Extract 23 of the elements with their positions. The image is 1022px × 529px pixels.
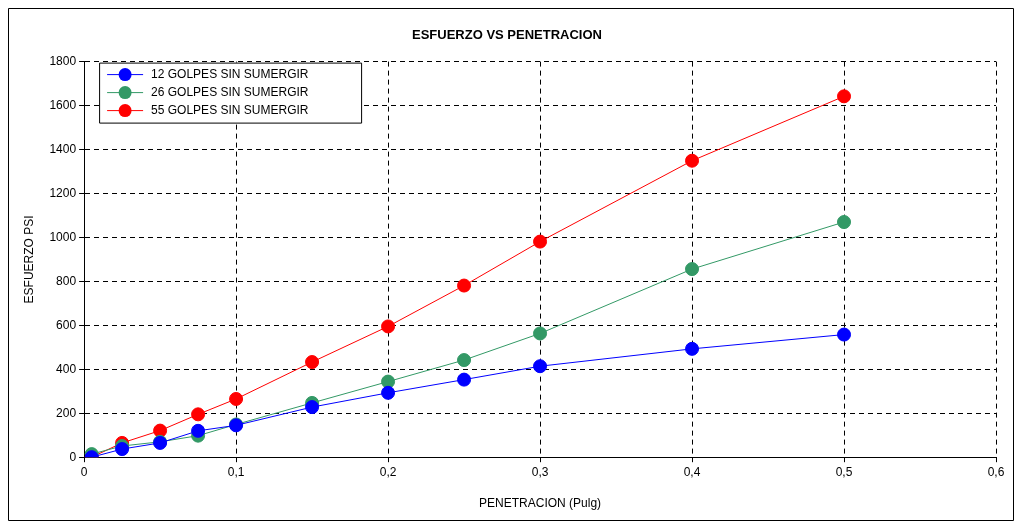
y-tick-label: 800 xyxy=(56,273,77,288)
y-tick-label: 200 xyxy=(56,405,77,420)
y-tick-label: 600 xyxy=(56,317,77,332)
y-tick-label: 1400 xyxy=(49,141,77,156)
x-tick-label: 0,4 xyxy=(683,464,701,479)
y-tick-label: 1000 xyxy=(49,229,77,244)
x-axis-title: PENETRACION (Pulg) xyxy=(479,496,602,511)
y-tick-label: 1200 xyxy=(49,185,77,200)
chart-title: ESFUERZO VS PENETRACION xyxy=(412,27,602,43)
x-tick-label: 0,1 xyxy=(227,464,245,479)
y-tick-label: 1600 xyxy=(49,97,77,112)
x-tick-label: 0,6 xyxy=(987,464,1005,479)
y-tick-label: 400 xyxy=(56,361,77,376)
legend-label: 26 GOLPES SIN SUMERGIR xyxy=(151,84,309,99)
y-tick-label: 1800 xyxy=(49,53,77,68)
x-tick-label: 0,2 xyxy=(379,464,397,479)
legend-label: 12 GOLPES SIN SUMERGIR xyxy=(151,66,309,81)
y-axis-title: ESFUERZO PSI xyxy=(21,215,36,304)
y-tick-label: 0 xyxy=(69,449,77,464)
legend-label: 55 GOLPES SIN SUMERGIR xyxy=(151,102,309,117)
x-tick-label: 0 xyxy=(80,464,88,479)
x-tick-label: 0,5 xyxy=(835,464,853,479)
x-tick-label: 0,3 xyxy=(531,464,549,479)
